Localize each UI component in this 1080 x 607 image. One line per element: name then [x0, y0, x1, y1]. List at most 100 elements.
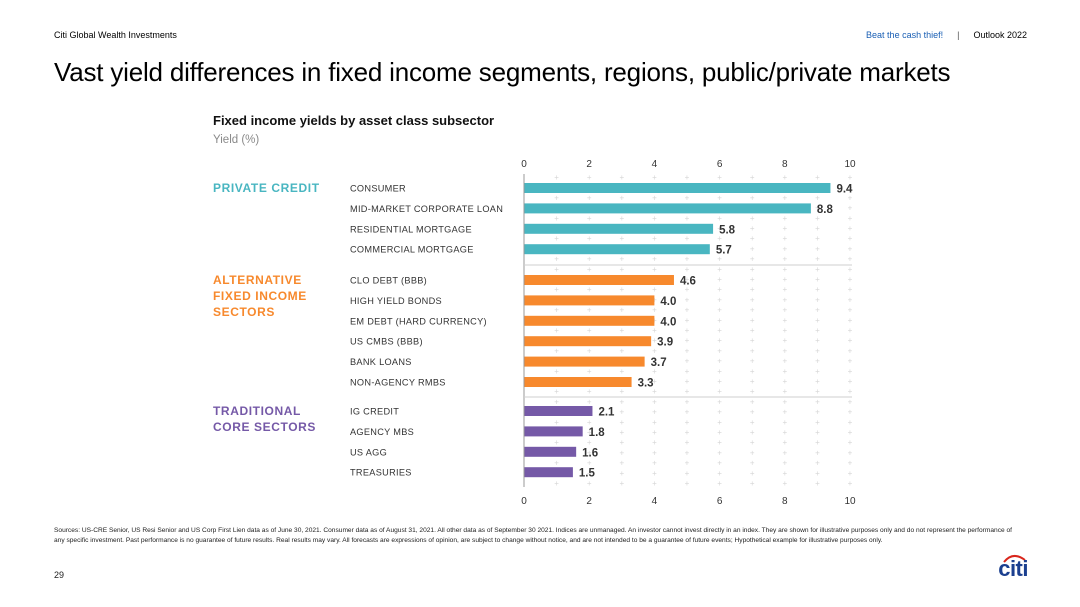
grid-mark: +	[717, 397, 722, 406]
grid-mark: +	[652, 326, 657, 335]
grid-mark: +	[685, 428, 690, 437]
category-label: EM DEBT (HARD CURRENCY)	[350, 316, 487, 326]
bar	[524, 356, 645, 367]
group-label: ALTERNATIVE	[213, 273, 302, 287]
grid-mark: +	[652, 387, 657, 396]
grid-mark: +	[652, 255, 657, 264]
grid-mark: +	[554, 285, 559, 294]
grid-mark: +	[848, 183, 853, 192]
grid-mark: +	[782, 295, 787, 304]
grid-mark: +	[587, 234, 592, 243]
grid-mark: +	[717, 234, 722, 243]
grid-mark: +	[554, 326, 559, 335]
grid-mark: +	[815, 479, 820, 488]
grid-mark: +	[554, 397, 559, 406]
grid-mark: +	[750, 224, 755, 233]
grid-mark: +	[652, 357, 657, 366]
grid-mark: +	[782, 326, 787, 335]
grid-mark: +	[685, 346, 690, 355]
grid-mark: +	[848, 326, 853, 335]
grid-mark: +	[619, 193, 624, 202]
grid-mark: +	[619, 306, 624, 315]
grid-mark: +	[717, 408, 722, 417]
bar	[524, 336, 652, 347]
grid-mark: +	[782, 469, 787, 478]
grid-mark: +	[717, 173, 722, 182]
grid-mark: +	[619, 469, 624, 478]
bar	[524, 203, 811, 214]
grid-mark: +	[652, 346, 657, 355]
grid-mark: +	[652, 438, 657, 447]
grid-mark: +	[750, 285, 755, 294]
grid-mark: +	[750, 367, 755, 376]
data-label: 4.0	[660, 316, 676, 328]
grid-mark: +	[815, 244, 820, 253]
grid-mark: +	[782, 428, 787, 437]
grid-mark: +	[750, 428, 755, 437]
grid-mark: +	[717, 285, 722, 294]
grid-mark: +	[750, 336, 755, 345]
bar	[524, 183, 831, 193]
grid-mark: +	[717, 255, 722, 264]
grid-mark: +	[815, 306, 820, 315]
grid-mark: +	[717, 479, 722, 488]
grid-mark: +	[652, 459, 657, 468]
grid-mark: +	[717, 459, 722, 468]
bar	[524, 244, 710, 255]
grid-mark: +	[815, 397, 820, 406]
grid-mark: +	[848, 275, 853, 284]
grid-mark: +	[750, 346, 755, 355]
grid-mark: +	[685, 214, 690, 223]
grid-mark: +	[587, 255, 592, 264]
data-label: 1.5	[579, 468, 596, 480]
grid-mark: +	[685, 265, 690, 274]
grid-mark: +	[587, 367, 592, 376]
grid-mark: +	[815, 469, 820, 478]
data-label: 4.6	[680, 276, 696, 288]
grid-mark: +	[815, 193, 820, 202]
bar	[524, 295, 655, 306]
grid-mark: +	[685, 448, 690, 457]
grid-mark: +	[685, 387, 690, 396]
grid-mark: +	[782, 173, 787, 182]
grid-mark: +	[782, 397, 787, 406]
report-name: Outlook 2022	[973, 30, 1027, 40]
category-label: NON-AGENCY RMBS	[350, 378, 446, 388]
category-label: US CMBS (BBB)	[350, 337, 423, 347]
grid-mark: +	[782, 408, 787, 417]
grid-mark: +	[717, 316, 722, 325]
brand-name: Citi Global Wealth Investments	[54, 30, 177, 40]
grid-mark: +	[782, 418, 787, 427]
grid-mark: +	[848, 255, 853, 264]
grid-mark: +	[848, 367, 853, 376]
grid-mark: +	[815, 224, 820, 233]
grid-mark: +	[652, 234, 657, 243]
grid-mark: +	[782, 244, 787, 253]
grid-mark: +	[587, 214, 592, 223]
group-label: FIXED INCOME	[213, 289, 307, 303]
grid-mark: +	[587, 306, 592, 315]
grid-mark: +	[685, 336, 690, 345]
grid-mark: +	[554, 193, 559, 202]
grid-mark: +	[848, 448, 853, 457]
grid-mark: +	[782, 346, 787, 355]
data-label: 1.6	[582, 447, 598, 459]
grid-mark: +	[619, 387, 624, 396]
grid-mark: +	[750, 234, 755, 243]
grid-mark: +	[587, 469, 592, 478]
grid-mark: +	[782, 265, 787, 274]
grid-mark: +	[815, 275, 820, 284]
category-label: CONSUMER	[350, 184, 406, 194]
grid-mark: +	[554, 234, 559, 243]
grid-mark: +	[848, 265, 853, 274]
section-link[interactable]: Beat the cash thief!	[866, 30, 944, 40]
grid-mark: +	[717, 387, 722, 396]
grid-mark: +	[652, 285, 657, 294]
grid-mark: +	[587, 285, 592, 294]
bar	[524, 446, 577, 457]
bar	[524, 223, 714, 234]
grid-mark: +	[815, 428, 820, 437]
chart-subtitle: Yield (%)	[213, 134, 260, 146]
grid-mark: +	[554, 173, 559, 182]
